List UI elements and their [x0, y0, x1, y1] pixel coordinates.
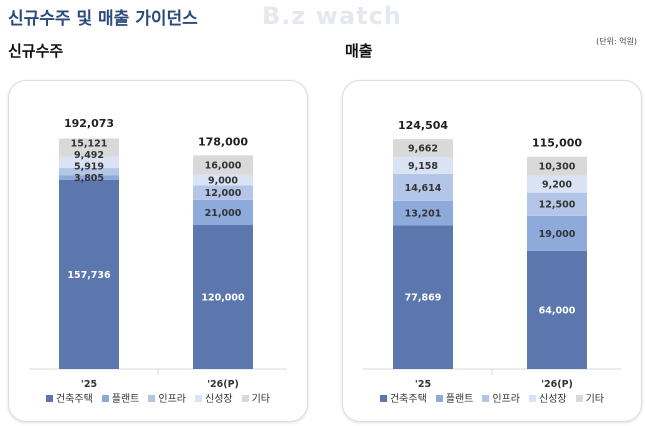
bar-segment-0 — [59, 179, 119, 369]
legend-label: 건축주택 — [55, 394, 93, 405]
data-label: 21,000 — [205, 208, 242, 219]
sales-chart-panel: 77,869 13,201 14,614 9,158 9,662 124,504 '25 64… — [342, 80, 642, 422]
legend-label: 플랜트 — [445, 394, 474, 405]
unit-label: (단위: 억원) — [596, 37, 637, 46]
category-label: '25 — [415, 379, 431, 390]
total-label: 178,000 — [198, 135, 248, 148]
legend-item: 건축주택 — [45, 390, 93, 405]
bar-segment-3 — [193, 174, 253, 186]
bar-segment-4 — [527, 156, 587, 176]
bar-segment-1 — [527, 215, 587, 251]
data-label: 3,805 — [74, 173, 104, 184]
legend-item: 플랜트 — [435, 390, 474, 405]
legend-label: 기타 — [251, 394, 271, 405]
bar-segment-2 — [527, 192, 587, 216]
legend-label: 신성장 — [205, 394, 233, 405]
category-label: '26(P) — [207, 379, 239, 390]
orders-legend: 건축주택 플랜트 인프라 신성장 기타 — [9, 390, 307, 405]
legend-swatch — [45, 395, 53, 402]
legend-label: 플랜트 — [111, 394, 140, 405]
data-label: 15,121 — [71, 138, 108, 149]
sales-legend: 건축주택 플랜트 인프라 신성장 기타 — [343, 390, 641, 405]
data-label: 9,000 — [208, 176, 238, 187]
category-label: '25 — [81, 379, 97, 390]
data-label: 16,000 — [205, 161, 242, 172]
bar-segment-0 — [193, 225, 253, 369]
legend-swatch — [529, 395, 536, 402]
legend-label: 신성장 — [539, 394, 567, 405]
bar-segment-4 — [393, 139, 453, 157]
legend-item: 인프라 — [148, 390, 186, 405]
category-label: '26(P) — [541, 379, 573, 390]
legend-item: 신성장 — [529, 390, 567, 405]
bar-segment-1 — [59, 175, 119, 180]
legend-swatch — [195, 395, 202, 402]
total-label: 192,073 — [64, 117, 114, 130]
legend-item: 기타 — [575, 390, 605, 405]
legend-swatch — [241, 395, 249, 402]
legend-item: 기타 — [241, 390, 271, 405]
data-label: 157,736 — [67, 270, 111, 281]
data-label: 13,201 — [405, 209, 442, 220]
bar-segment-2 — [193, 185, 253, 200]
legend-swatch — [101, 395, 109, 402]
total-label: 115,000 — [532, 137, 582, 150]
data-label: 9,200 — [542, 180, 572, 191]
legend-swatch — [575, 395, 583, 402]
legend-swatch — [379, 395, 387, 402]
data-label: 9,492 — [74, 150, 104, 161]
data-label: 10,300 — [539, 162, 576, 173]
legend-item: 플랜트 — [101, 390, 140, 405]
chart-title-orders: 신규수주 — [8, 42, 64, 60]
sales-chart: 77,869 13,201 14,614 9,158 9,662 124,504 '25 64… — [363, 119, 621, 390]
data-label: 77,869 — [405, 293, 442, 304]
legend-label: 인프라 — [158, 394, 186, 405]
bar-segment-2 — [59, 168, 119, 176]
page-title: 신규수주 및 매출 가이던스 — [8, 9, 198, 29]
bar-segment-4 — [59, 138, 119, 157]
watermark-logo: B.z watch — [262, 2, 402, 30]
bar-segment-0 — [527, 250, 587, 369]
bar-segment-3 — [527, 175, 587, 193]
data-label: 19,000 — [539, 229, 576, 240]
data-label: 12,500 — [539, 200, 576, 211]
chart-title-sales: 매출 — [345, 42, 373, 60]
bar-segment-1 — [193, 199, 253, 225]
data-label: 9,662 — [408, 144, 438, 155]
legend-label: 인프라 — [492, 394, 520, 405]
data-label: 5,919 — [74, 161, 104, 172]
legend-label: 기타 — [585, 394, 605, 405]
bar-segment-4 — [193, 155, 253, 175]
legend-swatch — [148, 395, 156, 402]
legend-swatch — [435, 395, 443, 402]
bar-segment-2 — [393, 173, 453, 201]
legend-swatch — [482, 395, 490, 402]
data-label: 120,000 — [201, 293, 245, 304]
bar-segment-3 — [59, 156, 119, 169]
data-label: 14,614 — [405, 183, 442, 194]
bar-segment-1 — [393, 200, 453, 226]
data-label: 64,000 — [539, 305, 576, 316]
bar-segment-0 — [393, 225, 453, 369]
legend-item: 신성장 — [195, 390, 233, 405]
data-label: 9,158 — [408, 161, 438, 172]
legend-item: 건축주택 — [379, 390, 427, 405]
legend-label: 건축주택 — [389, 394, 427, 405]
data-label: 12,000 — [205, 188, 242, 199]
total-label: 124,504 — [398, 119, 448, 132]
legend-item: 인프라 — [482, 390, 520, 405]
orders-chart-panel: 157,736 3,805 5,919 9,492 15,121 192,073 '25 12… — [8, 80, 308, 422]
bar-segment-3 — [393, 156, 453, 174]
